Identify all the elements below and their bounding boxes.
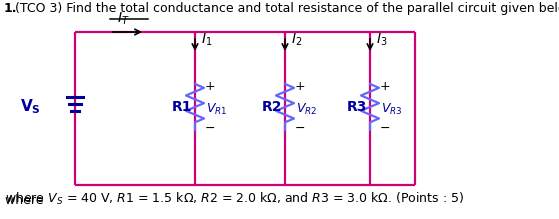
Text: where $V_S$ = 40 V, $R1$ = 1.5 k$\Omega$, $R2$ = 2.0 k$\Omega$, and $R3$ = 3.0 k: where $V_S$ = 40 V, $R1$ = 1.5 k$\Omega$…	[5, 191, 464, 207]
Text: 1.: 1.	[4, 2, 17, 15]
Text: $I_3$: $I_3$	[376, 32, 387, 48]
Text: −: −	[380, 122, 391, 134]
Text: $\mathbf{V_S}$: $\mathbf{V_S}$	[20, 98, 40, 116]
Text: R1: R1	[172, 100, 192, 114]
Text: $I_T$: $I_T$	[117, 11, 129, 27]
Text: R3: R3	[347, 100, 367, 114]
Text: $V_{R2}$: $V_{R2}$	[296, 101, 318, 117]
Text: −: −	[205, 122, 216, 134]
Text: $V_{R1}$: $V_{R1}$	[206, 101, 228, 117]
Text: $V_{R3}$: $V_{R3}$	[381, 101, 402, 117]
Text: $I_2$: $I_2$	[291, 32, 302, 48]
Text: −: −	[295, 122, 306, 134]
Text: R2: R2	[262, 100, 282, 114]
Text: where: where	[5, 194, 48, 207]
Text: +: +	[295, 79, 306, 92]
Text: +: +	[205, 79, 216, 92]
Text: (TCO 3) Find the total conductance and total resistance of the parallel circuit : (TCO 3) Find the total conductance and t…	[15, 2, 559, 15]
Text: +: +	[380, 79, 391, 92]
Text: $I_1$: $I_1$	[201, 32, 212, 48]
